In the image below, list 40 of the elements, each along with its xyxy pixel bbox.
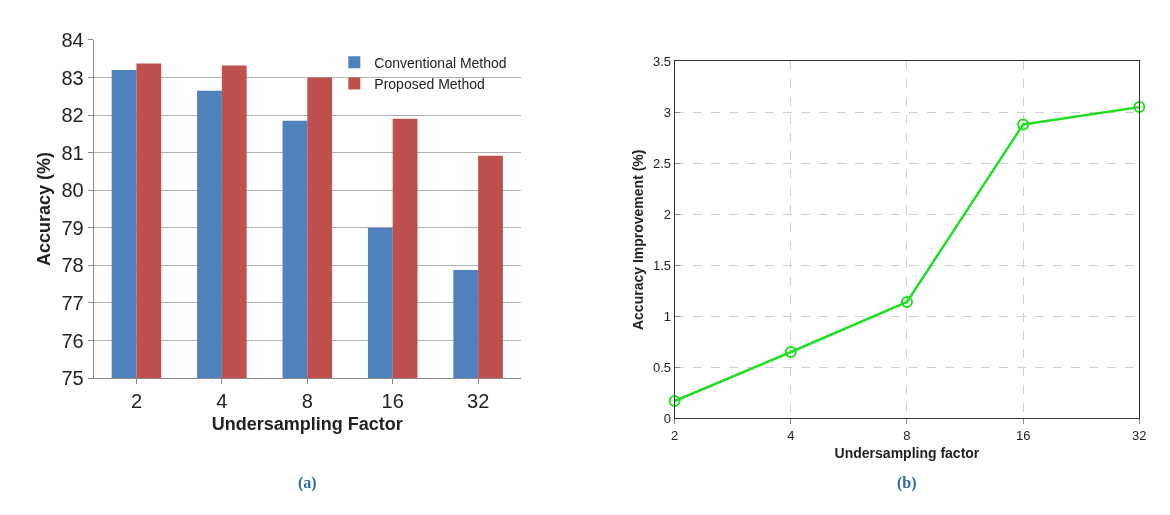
x-tick-label: 16 <box>1015 427 1031 443</box>
y-tick-label: 2.5 <box>652 155 672 171</box>
x-tick-label: 16 <box>381 390 404 413</box>
x-tick-label: 8 <box>301 390 313 413</box>
x-tick-label: 2 <box>130 390 142 413</box>
y-tick-label: 79 <box>61 216 84 239</box>
y-axis-title: Accuracy Improvement (%) <box>629 149 646 331</box>
y-tick-label: 3.5 <box>652 53 672 69</box>
y-tick-label: 82 <box>61 104 84 127</box>
y-tick-label: 81 <box>61 141 84 164</box>
legend-label: Conventional Method <box>374 54 507 71</box>
y-tick-label: 3 <box>663 104 672 120</box>
y-tick-label: 78 <box>61 254 84 277</box>
x-tick-label: 4 <box>216 390 228 413</box>
x-axis-title: Undersampling factor <box>834 445 980 462</box>
x-axis-title: Undersampling Factor <box>211 414 403 435</box>
x-tick-label: 32 <box>467 390 490 413</box>
y-tick-label: 0.5 <box>652 359 672 375</box>
point <box>900 296 913 308</box>
x-tick-label: 4 <box>787 427 795 443</box>
y-tick-label: 80 <box>61 179 84 202</box>
y-tick-label: 84 <box>61 28 84 51</box>
text: (a) <box>298 474 317 492</box>
legend-label: Proposed Method <box>374 75 485 92</box>
y-tick-label: 76 <box>61 329 84 352</box>
point <box>668 394 681 407</box>
y-tick-label: 75 <box>61 367 84 390</box>
y-tick-label: 1 <box>663 308 672 324</box>
y-tick-label: 83 <box>61 66 84 89</box>
y-axis-title: Accuracy (%) <box>33 151 54 267</box>
y-tick-label: 77 <box>61 291 84 314</box>
x-tick-label: 32 <box>1132 427 1147 443</box>
point <box>784 346 797 358</box>
y-tick-label: 2 <box>663 206 672 222</box>
y-tick-label: 0 <box>663 410 672 426</box>
x-tick-label: 8 <box>903 427 911 443</box>
point <box>1017 118 1030 131</box>
point <box>1133 101 1146 114</box>
text: (b) <box>897 474 917 492</box>
y-tick-label: 1.5 <box>652 257 672 273</box>
